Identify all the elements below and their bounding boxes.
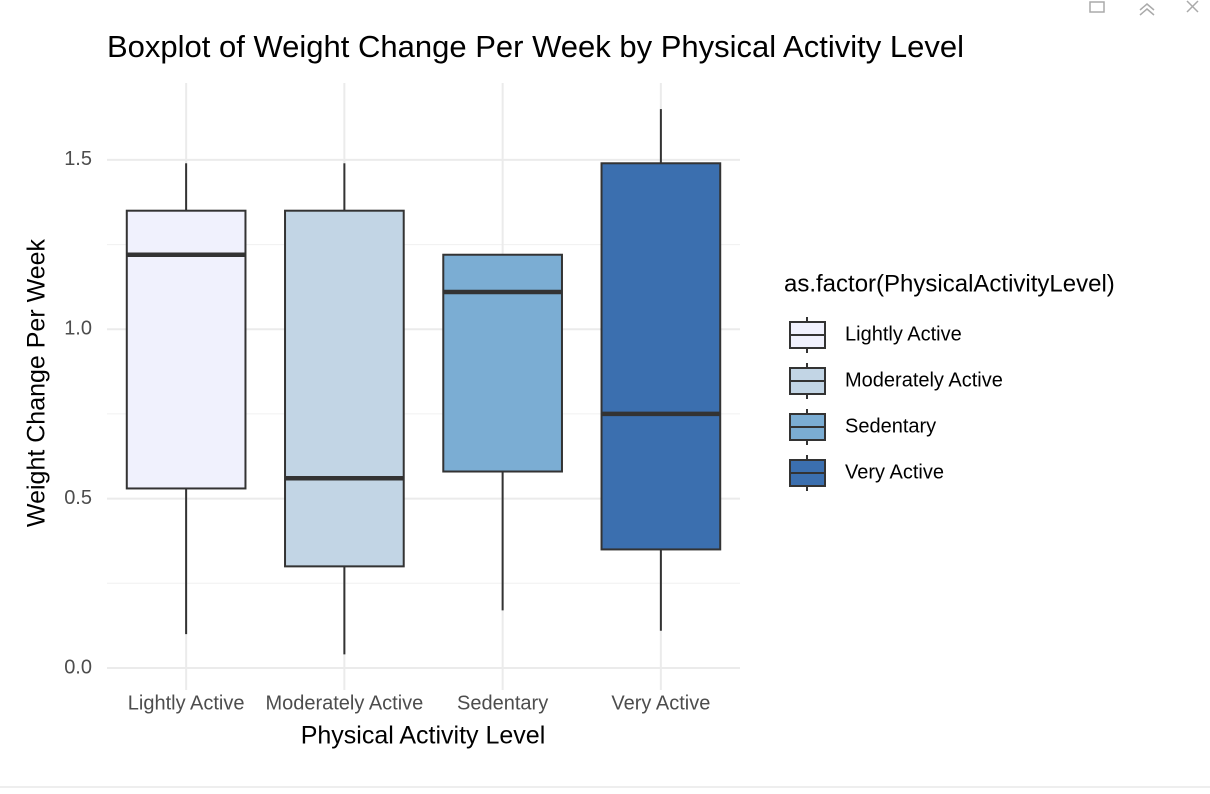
y-axis-label: Weight Change Per Week: [23, 238, 51, 527]
legend-label: Very Active: [845, 461, 944, 483]
x-axis-label: Physical Activity Level: [301, 722, 546, 750]
x-tick-label: Lightly Active: [128, 692, 245, 714]
y-tick-label: 0.5: [64, 487, 92, 509]
box: [442, 253, 563, 473]
viewer-toolbar: [1089, 0, 1199, 16]
y-tick-label: 1.0: [64, 318, 92, 340]
legend-label: Lightly Active: [845, 323, 962, 345]
x-tick-label: Very Active: [611, 692, 710, 714]
close-icon[interactable]: [1186, 0, 1199, 13]
x-tick-label: Sedentary: [457, 692, 548, 714]
legend-label: Moderately Active: [845, 369, 1003, 391]
y-tick-label: 0.0: [64, 656, 92, 678]
export-icon[interactable]: [1089, 1, 1105, 13]
box: [600, 162, 722, 551]
legend-label: Sedentary: [845, 415, 936, 437]
box: [125, 209, 247, 490]
box: [284, 209, 405, 568]
y-tick-label: 1.5: [64, 148, 92, 170]
collapse-icon[interactable]: [1139, 3, 1155, 16]
chart-title: Boxplot of Weight Change Per Week by Phy…: [107, 29, 964, 64]
legend-title: as.factor(PhysicalActivityLevel): [784, 270, 1115, 297]
x-tick-label: Moderately Active: [265, 692, 423, 714]
